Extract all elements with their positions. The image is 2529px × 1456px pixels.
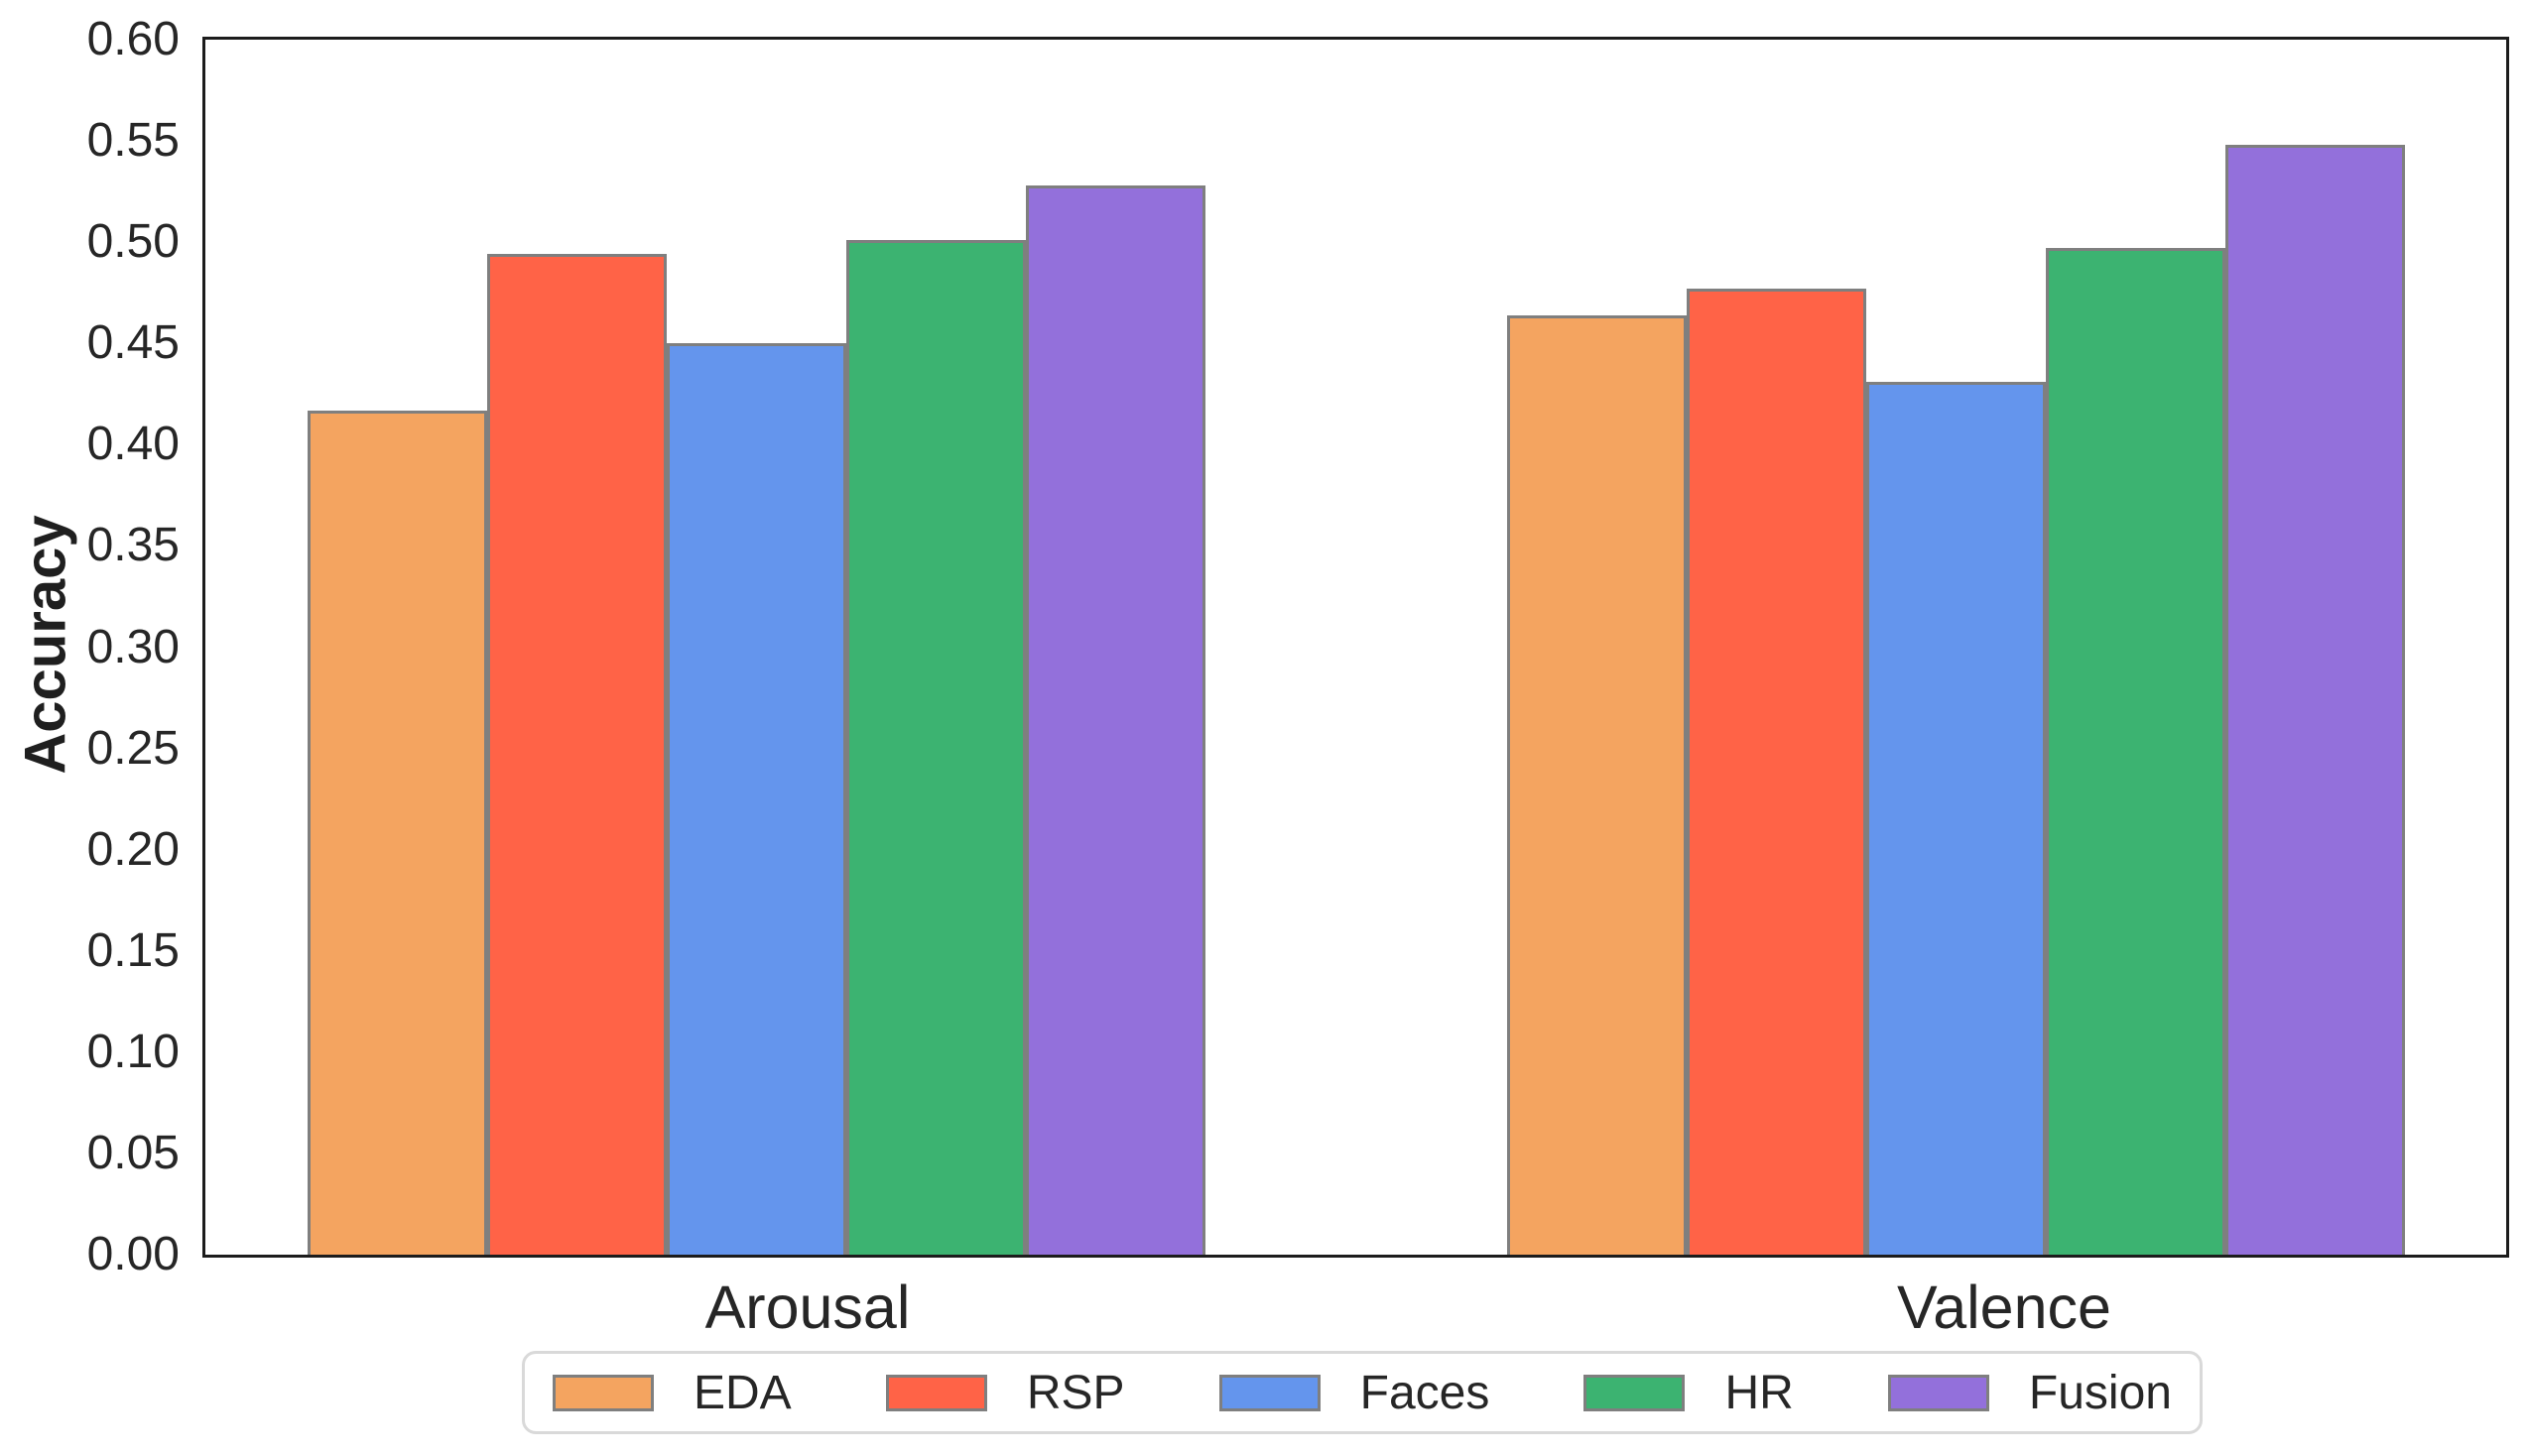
bar-arousal-rsp [487,254,667,1255]
y-tick-label-0.30: 0.30 [86,620,180,673]
bar-arousal-eda [308,411,487,1255]
legend: EDA RSP Faces HR Fusion [522,1351,2203,1434]
bar-arousal-hr [846,240,1026,1255]
y-tick-label-0.15: 0.15 [86,923,180,977]
y-tick-label-0.20: 0.20 [86,822,180,876]
y-tick-label-0.10: 0.10 [86,1025,180,1078]
y-tick-label-0.45: 0.45 [86,316,180,370]
plot-area [202,37,2509,1258]
bar-group-valence [1507,145,2405,1255]
y-tick-label-0.40: 0.40 [86,418,180,471]
hr-color-swatch [1583,1374,1686,1411]
bar-group-arousal [308,185,1205,1255]
y-tick-label-0.00: 0.00 [86,1228,180,1280]
legend-item-hr: HR [1583,1366,1794,1420]
y-tick-label-0.05: 0.05 [86,1126,180,1179]
bar-valence-fusion [2225,145,2405,1255]
legend-item-faces: Faces [1218,1366,1490,1420]
faces-color-swatch [1218,1374,1321,1411]
legend-label-rsp: RSP [1026,1366,1125,1419]
bar-valence-faces [1866,382,2046,1255]
legend-label-fusion: Fusion [2028,1366,2172,1419]
y-tick-label-0.55: 0.55 [86,114,180,168]
legend-item-rsp: RSP [885,1366,1125,1420]
y-axis-tick-labels: 0.00 0.05 0.10 0.15 0.20 0.25 0.30 0.35 0.40 0.45… [0,0,202,1456]
bar-valence-rsp [1687,289,1866,1255]
y-tick-label-0.25: 0.25 [86,721,180,775]
legend-item-eda: EDA [553,1366,792,1420]
x-tick-label-valence: Valence [1897,1274,2111,1341]
legend-label-eda: EDA [694,1366,792,1419]
eda-color-swatch [553,1374,654,1411]
legend-label-faces: Faces [1359,1366,1490,1419]
bar-valence-hr [2046,248,2225,1255]
bar-arousal-fusion [1026,185,1205,1255]
x-tick-label-arousal: Arousal [704,1274,911,1341]
legend-item-fusion: Fusion [1887,1366,2172,1420]
fusion-color-swatch [1887,1374,1989,1411]
y-tick-label-0.50: 0.50 [86,215,180,269]
y-tick-label-0.60: 0.60 [86,13,180,65]
y-tick-label-0.35: 0.35 [86,519,180,572]
rsp-color-swatch [885,1374,987,1411]
bar-valence-eda [1507,315,1687,1255]
bar-arousal-faces [667,343,846,1255]
legend-label-hr: HR [1724,1366,1794,1419]
